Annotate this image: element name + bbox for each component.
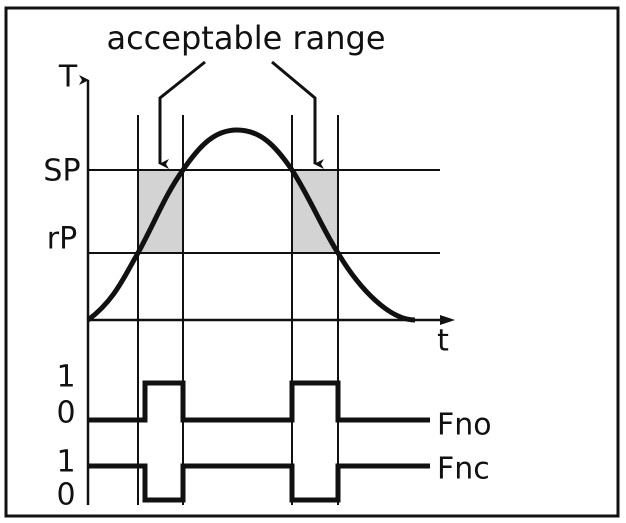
fnc-low-label: 0 xyxy=(56,478,75,513)
window-lines xyxy=(137,115,339,505)
fno-high-label: 1 xyxy=(56,360,75,395)
annotation-arrow-right xyxy=(271,60,324,169)
fno-label: Fno xyxy=(437,408,492,443)
sp-label: SP xyxy=(43,154,80,189)
fnc-signal xyxy=(88,463,430,503)
frame xyxy=(4,6,620,518)
fno-signal xyxy=(88,380,430,423)
temperature-curve xyxy=(86,127,416,323)
fnc-label: Fnc xyxy=(437,452,490,487)
y-axis-label: T xyxy=(58,60,78,95)
x-axis-label: t xyxy=(437,324,449,359)
x-axis-arrow xyxy=(440,315,455,325)
rp-label: rP xyxy=(47,222,77,257)
fno-low-label: 0 xyxy=(56,396,75,431)
annotation: acceptable range xyxy=(106,19,385,57)
annotation-arrow-left xyxy=(158,60,206,169)
fnc-high-label: 1 xyxy=(56,445,75,480)
